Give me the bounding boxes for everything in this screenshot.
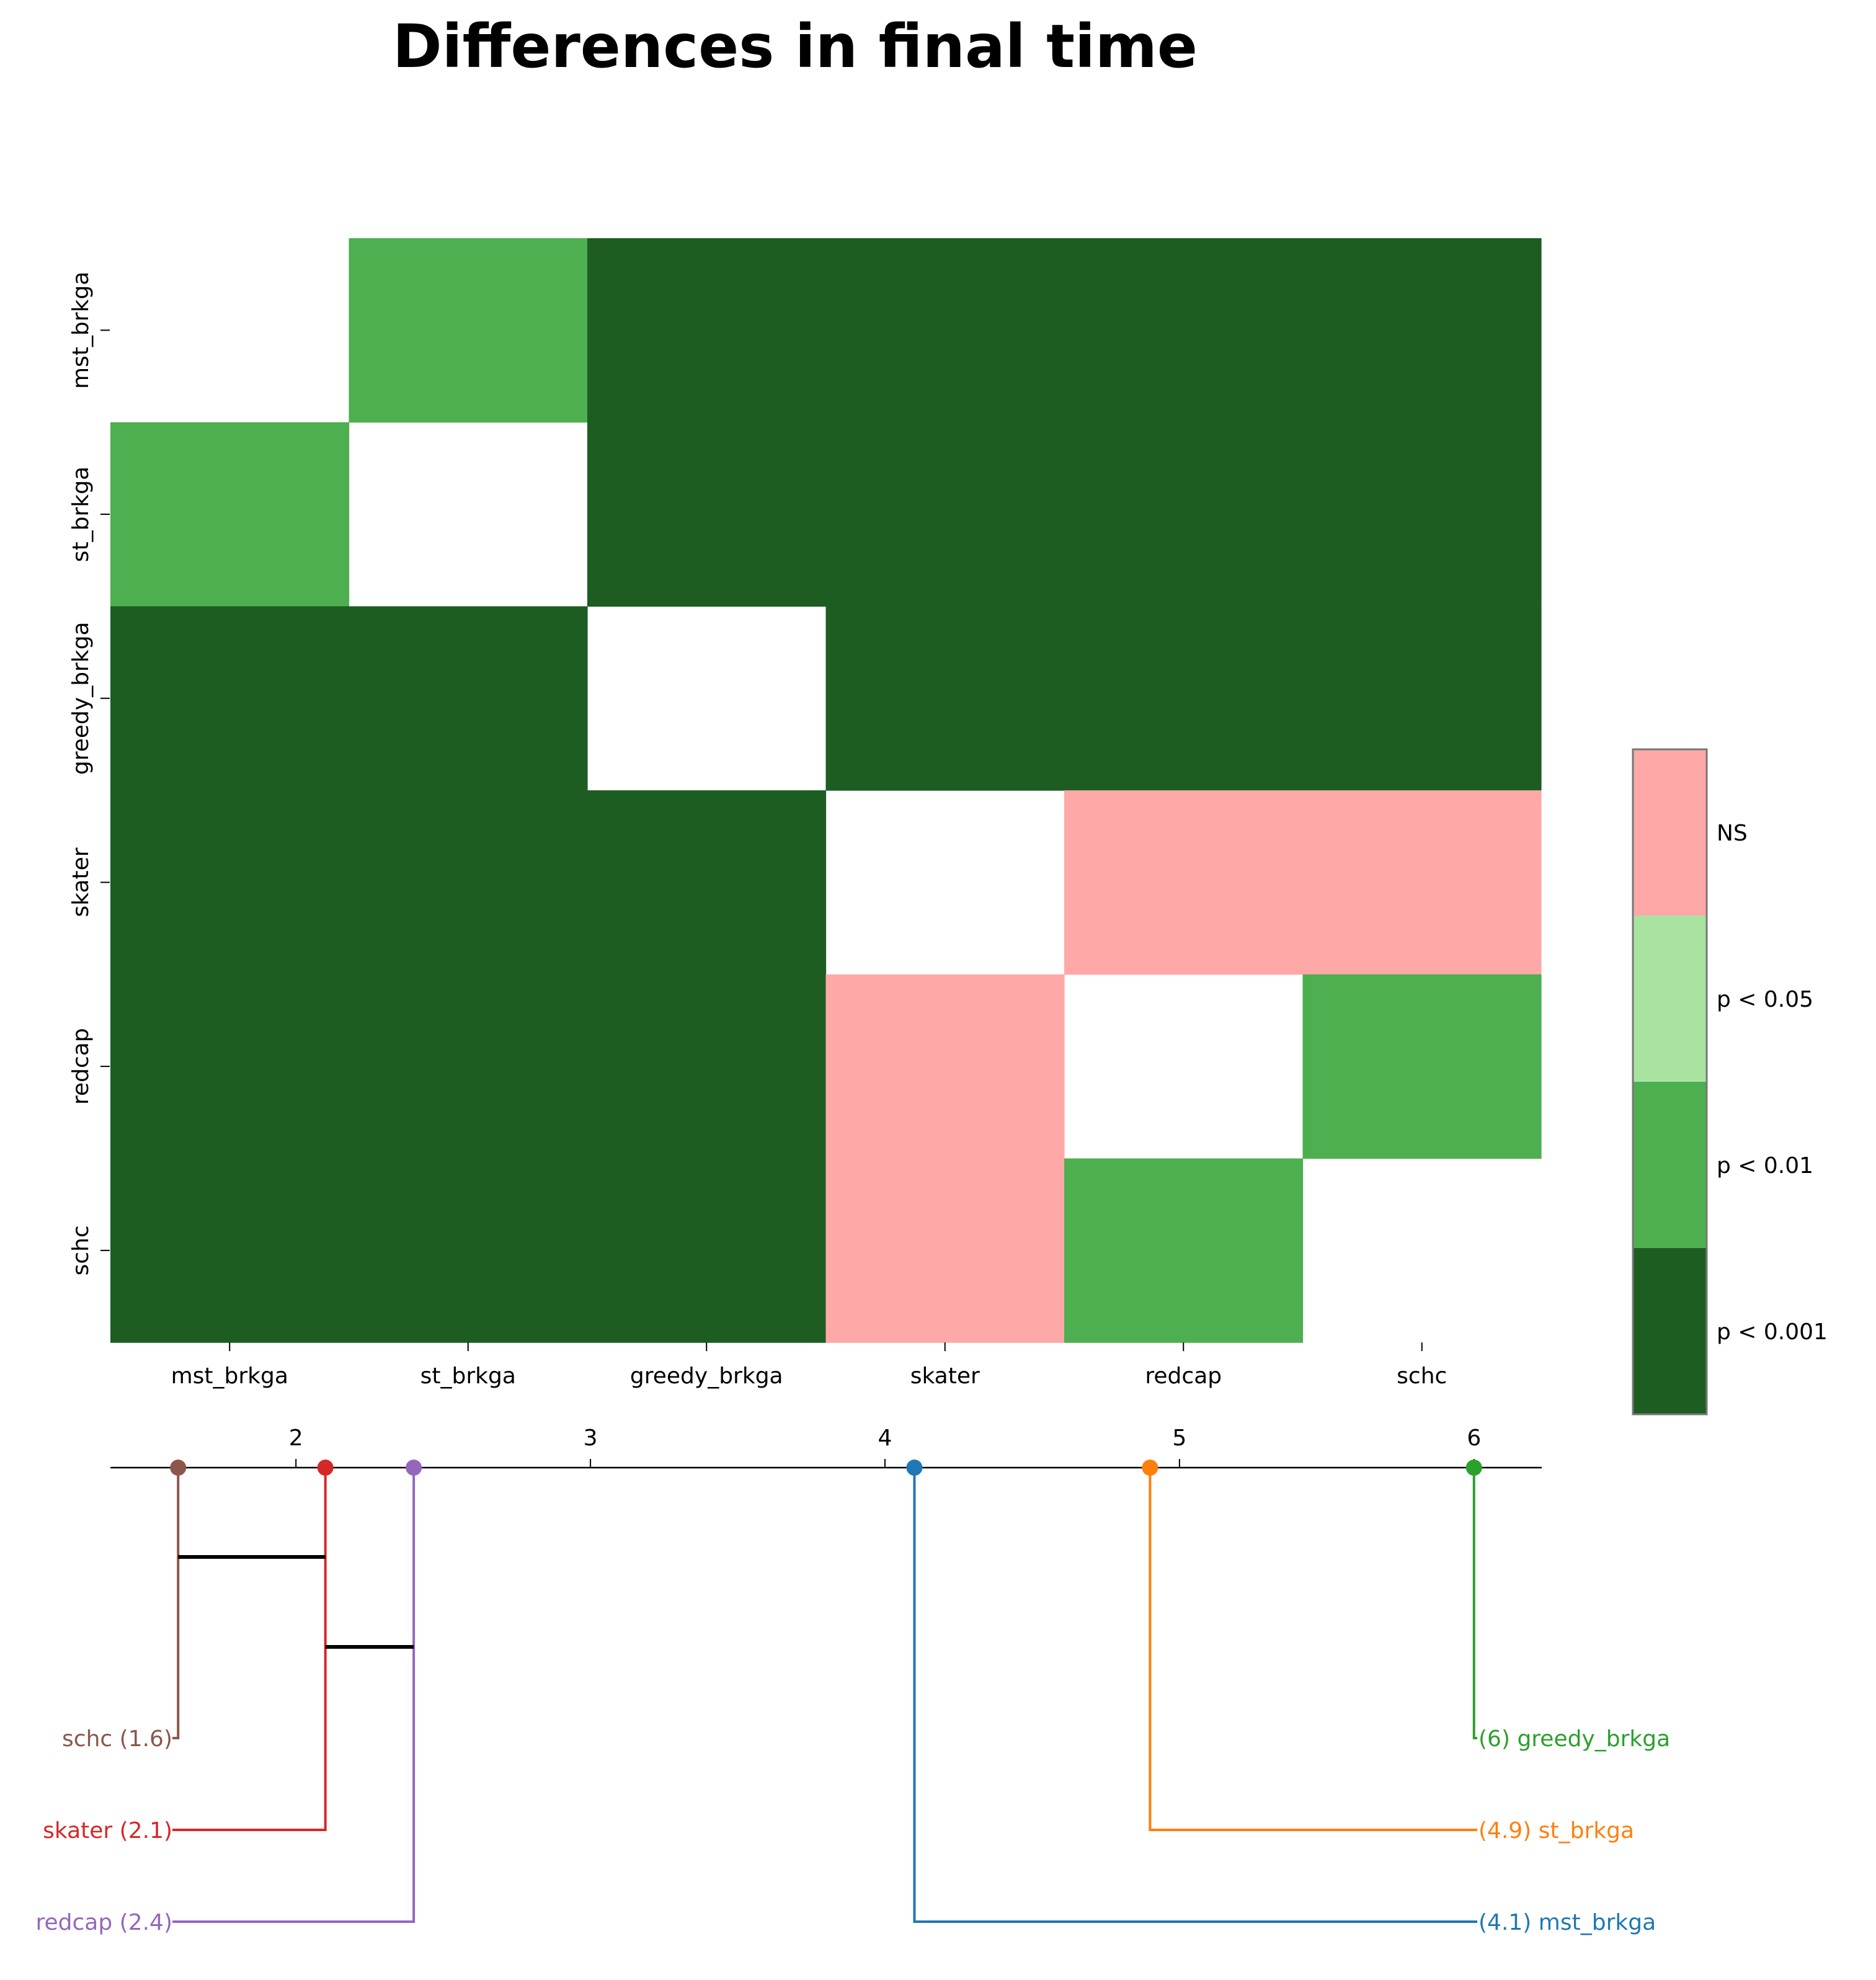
column-label: mst_brkga	[171, 1363, 288, 1389]
cd-connector	[1149, 1468, 1477, 1831]
heatmap-cell	[1302, 974, 1542, 1159]
cd-rank-point	[170, 1460, 187, 1476]
heatmap-cell	[110, 1158, 350, 1343]
heatmap-cell	[1064, 606, 1304, 791]
column-label: schc	[1397, 1363, 1447, 1389]
heatmap-cell	[825, 606, 1065, 791]
heatmap-cell	[1302, 790, 1542, 975]
cd-rank-point	[1465, 1460, 1482, 1476]
cd-connector	[913, 1468, 1477, 1923]
cd-axis-tick-label: 6	[1467, 1425, 1481, 1451]
cd-axis-tick-label: 4	[878, 1425, 892, 1451]
colorbar-segment	[1633, 1082, 1707, 1249]
colorbar-segment	[1633, 916, 1707, 1082]
colorbar-label: p < 0.05	[1717, 987, 1813, 1012]
heatmap-cell	[1302, 238, 1542, 423]
cd-connector	[172, 1468, 327, 1831]
heatmap-cell	[587, 238, 827, 423]
cd-method-label: (6) greedy_brkga	[1478, 1726, 1670, 1752]
heatmap-cell	[1302, 422, 1542, 607]
row-label: greedy_brkga	[68, 622, 94, 775]
heatmap-cell	[1064, 422, 1304, 607]
heatmap-cell	[110, 422, 350, 607]
heatmap-cell	[349, 974, 588, 1159]
heatmap-cell	[349, 606, 588, 791]
heatmap-cell	[1064, 1158, 1304, 1343]
heatmap	[110, 238, 1542, 1343]
colorbar-label: p < 0.001	[1717, 1319, 1828, 1345]
heatmap-column-labels: mst_brkga st_brkga greedy_brkga skater redca…	[171, 1342, 1447, 1389]
colorbar-frame	[1632, 748, 1708, 1416]
cd-axis-tick-label: 2	[289, 1425, 303, 1451]
heatmap-cell	[825, 974, 1065, 1159]
heatmap-cell	[1302, 606, 1542, 791]
chart-title: Differences in final time	[393, 12, 1198, 81]
column-label: redcap	[1145, 1363, 1222, 1389]
heatmap-cell	[110, 790, 350, 975]
row-label: st_brkga	[68, 466, 94, 562]
row-label: schc	[68, 1225, 94, 1275]
heatmap-cell	[349, 790, 588, 975]
heatmap-cell	[825, 238, 1065, 423]
column-label: skater	[910, 1363, 980, 1389]
cd-method-label: redcap (2.4)	[36, 1910, 173, 1935]
cd-rank-point	[906, 1460, 923, 1476]
cd-rank-point	[1142, 1460, 1158, 1476]
cd-method-label: skater (2.1)	[43, 1818, 172, 1844]
cd-connector	[172, 1468, 416, 1923]
heatmap-cell	[349, 238, 588, 423]
cd-rank-point	[317, 1460, 334, 1476]
cd-connector	[172, 1468, 180, 1739]
critical-difference-diagram: 2 3 4 5 6 schc (1.6) skater (2.1) redcap (2.4) (…	[36, 1425, 1671, 1935]
cd-rank-point	[406, 1460, 422, 1476]
heatmap-cell	[587, 974, 827, 1159]
column-label: greedy_brkga	[630, 1363, 783, 1389]
heatmap-cell	[1064, 790, 1304, 975]
heatmap-cell	[1064, 238, 1304, 423]
cd-method-label: schc (1.6)	[62, 1726, 172, 1752]
heatmap-cell	[110, 974, 350, 1159]
column-label: st_brkga	[420, 1363, 516, 1389]
row-label: mst_brkga	[68, 272, 94, 389]
colorbar-segment	[1633, 749, 1707, 916]
cd-connector	[1472, 1468, 1477, 1739]
colorbar-segment	[1633, 1248, 1707, 1415]
cd-axis-tick-label: 5	[1172, 1425, 1186, 1451]
heatmap-cell	[587, 1158, 827, 1343]
row-label: redcap	[68, 1028, 94, 1105]
heatmap-cell	[825, 1158, 1065, 1343]
colorbar-label: NS	[1717, 821, 1748, 846]
heatmap-cell	[587, 422, 827, 607]
colorbar-label: p < 0.01	[1717, 1153, 1813, 1179]
heatmap-cell	[825, 422, 1065, 607]
colorbar-legend: NS p < 0.05 p < 0.01 p < 0.001	[1632, 748, 1828, 1416]
heatmap-cell	[349, 1158, 588, 1343]
heatmap-cell	[587, 790, 827, 975]
cd-axis-tick-label: 3	[584, 1425, 598, 1451]
cd-method-label: (4.9) st_brkga	[1478, 1818, 1634, 1844]
cd-method-label: (4.1) mst_brkga	[1478, 1910, 1656, 1935]
heatmap-cell	[110, 606, 350, 791]
row-label: skater	[68, 847, 94, 917]
